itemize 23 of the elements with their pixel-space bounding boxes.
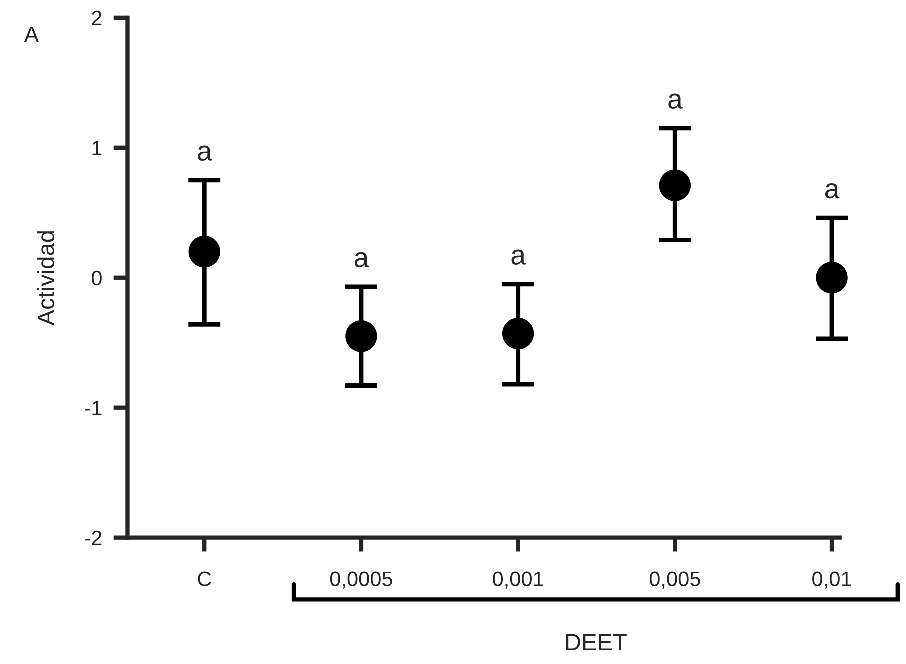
x-tick-label: 0,0005 [330, 572, 392, 589]
point [188, 236, 220, 268]
x-tick-label: 0,005 [650, 572, 700, 589]
x-tick-label: C [198, 572, 212, 586]
annotation: a [354, 252, 370, 268]
y-tick-label: 1 [92, 141, 102, 156]
annotation: a [512, 250, 526, 266]
x-tick-label: 0,01 [812, 572, 852, 589]
annotation: a [825, 183, 840, 199]
text: A [24, 26, 40, 42]
x-tick-label: 0,001 [493, 572, 544, 589]
y-axis-title: Actividad [37, 232, 55, 326]
point [502, 318, 534, 350]
text: DEET [566, 634, 627, 651]
annotation: a [198, 146, 212, 162]
y-tick-label: 0 [92, 270, 102, 286]
point [659, 170, 691, 202]
y-tick-label: -2 [85, 530, 102, 546]
y-tick-label: -1 [85, 401, 102, 416]
point [816, 262, 848, 294]
annotation: a [668, 94, 683, 110]
y-tick-label: 2 [92, 10, 102, 26]
point [346, 320, 378, 352]
